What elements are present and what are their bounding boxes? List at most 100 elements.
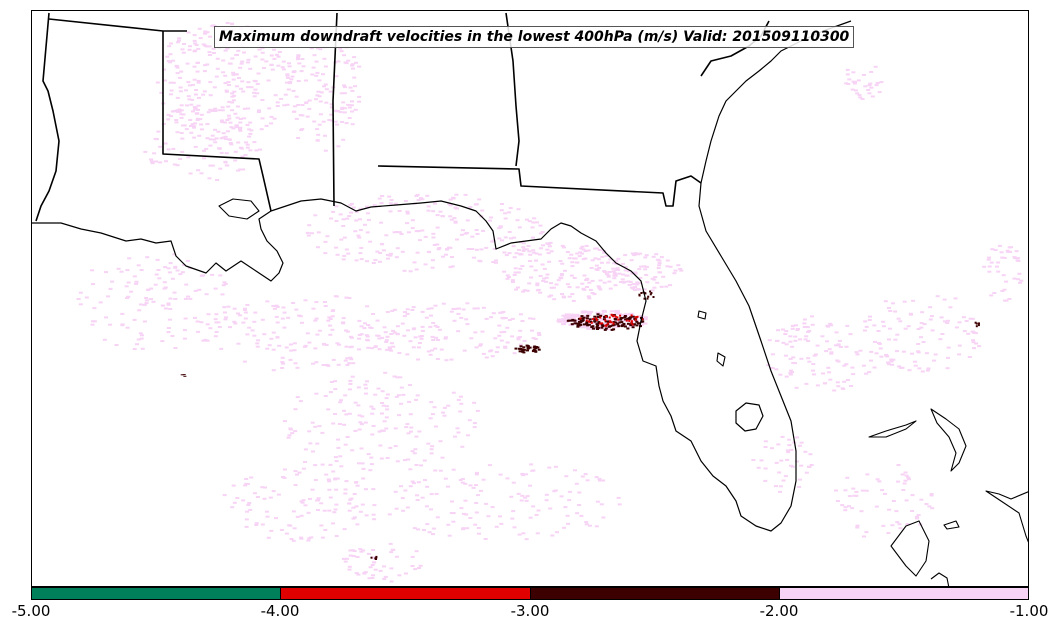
downdraft-cell — [676, 264, 681, 267]
downdraft-cell — [297, 471, 302, 474]
downdraft-cell — [894, 510, 899, 513]
downdraft-cell — [602, 281, 607, 284]
downdraft-cell — [425, 485, 430, 488]
downdraft-cell — [429, 508, 433, 511]
downdraft-cell — [832, 389, 837, 392]
downdraft-cell — [231, 71, 236, 74]
downdraft-cell — [838, 346, 843, 348]
downdraft-cell — [473, 331, 478, 334]
downdraft-cell — [126, 281, 131, 284]
downdraft-cell — [132, 318, 137, 321]
downdraft-cell — [916, 350, 921, 353]
downdraft-cell — [614, 309, 620, 312]
downdraft-cell — [652, 296, 655, 298]
downdraft-cell — [339, 399, 343, 402]
colorbar-segment-2 — [280, 588, 530, 599]
downdraft-cell — [388, 254, 393, 257]
downdraft-cell — [850, 366, 855, 369]
downdraft-cell — [397, 231, 402, 234]
downdraft-cell — [861, 74, 866, 76]
downdraft-cell — [202, 70, 207, 73]
downdraft-cell — [590, 321, 593, 324]
downdraft-cell — [630, 322, 633, 325]
downdraft-cell — [541, 280, 546, 282]
downdraft-cell — [308, 442, 313, 445]
downdraft-cell — [429, 452, 434, 455]
downdraft-cell — [576, 325, 580, 328]
downdraft-cell — [154, 273, 159, 276]
downdraft-cell — [124, 285, 129, 288]
downdraft-cell — [347, 565, 352, 568]
downdraft-cell — [557, 318, 562, 321]
downdraft-cell — [828, 322, 833, 325]
downdraft-cell — [415, 499, 420, 501]
downdraft-cell — [331, 470, 336, 473]
downdraft-cell — [324, 343, 329, 346]
bahamas-island-1 — [868, 420, 917, 438]
downdraft-cell — [242, 107, 247, 110]
downdraft-cell — [600, 323, 604, 326]
downdraft-cell — [507, 276, 511, 279]
downdraft-cell — [162, 79, 167, 82]
downdraft-cell — [282, 468, 287, 471]
state-border-al-fl — [377, 165, 702, 207]
downdraft-cell — [470, 248, 475, 250]
downdraft-cell — [517, 249, 521, 251]
downdraft-cell — [332, 511, 337, 514]
downdraft-cell — [511, 510, 516, 513]
downdraft-cell — [315, 94, 320, 97]
downdraft-cell — [422, 459, 427, 462]
downdraft-cell — [343, 359, 348, 362]
downdraft-cell — [348, 382, 353, 385]
downdraft-cell — [857, 94, 862, 97]
downdraft-cell — [387, 513, 392, 516]
downdraft-cell — [577, 322, 581, 325]
downdraft-cell — [329, 381, 334, 383]
downdraft-cell — [630, 252, 635, 255]
downdraft-cell — [221, 284, 226, 287]
downdraft-cell — [574, 261, 579, 264]
downdraft-cell — [357, 414, 362, 417]
downdraft-cell — [917, 367, 922, 370]
downdraft-cell — [431, 236, 436, 239]
downdraft-cell — [487, 464, 492, 467]
downdraft-cell — [491, 312, 496, 315]
downdraft-cell — [232, 501, 237, 504]
downdraft-cell — [397, 210, 402, 212]
downdraft-cell — [1016, 278, 1021, 281]
downdraft-cell — [596, 324, 600, 327]
downdraft-cell — [522, 346, 526, 349]
downdraft-cell — [428, 353, 433, 356]
downdraft-cell — [249, 476, 254, 479]
downdraft-cell — [790, 324, 795, 327]
downdraft-cell — [431, 232, 436, 235]
downdraft-cell — [535, 282, 540, 285]
downdraft-cell — [184, 89, 188, 92]
downdraft-cell — [510, 279, 515, 282]
downdraft-cell — [358, 421, 363, 424]
downdraft-cell — [498, 311, 503, 314]
downdraft-cell — [405, 312, 410, 315]
downdraft-cell — [624, 318, 628, 321]
downdraft-cell — [665, 259, 670, 262]
downdraft-cell — [281, 362, 286, 365]
downdraft-cell — [257, 109, 261, 112]
downdraft-cell — [602, 310, 607, 313]
downdraft-cell — [271, 305, 276, 307]
downdraft-cell — [254, 524, 259, 526]
downdraft-cell — [599, 261, 604, 264]
downdraft-cell — [488, 350, 492, 353]
downdraft-cell — [252, 141, 257, 144]
downdraft-cell — [250, 329, 255, 332]
downdraft-cell — [577, 317, 581, 320]
downdraft-cell — [577, 324, 581, 327]
downdraft-cell — [295, 396, 300, 399]
downdraft-cell — [853, 80, 857, 83]
downdraft-cell — [897, 523, 902, 526]
downdraft-cell — [843, 506, 848, 509]
downdraft-cell — [783, 354, 788, 357]
downdraft-cell — [855, 92, 860, 95]
downdraft-cell — [252, 79, 257, 82]
downdraft-cell — [437, 247, 442, 249]
downdraft-cell — [400, 250, 405, 253]
